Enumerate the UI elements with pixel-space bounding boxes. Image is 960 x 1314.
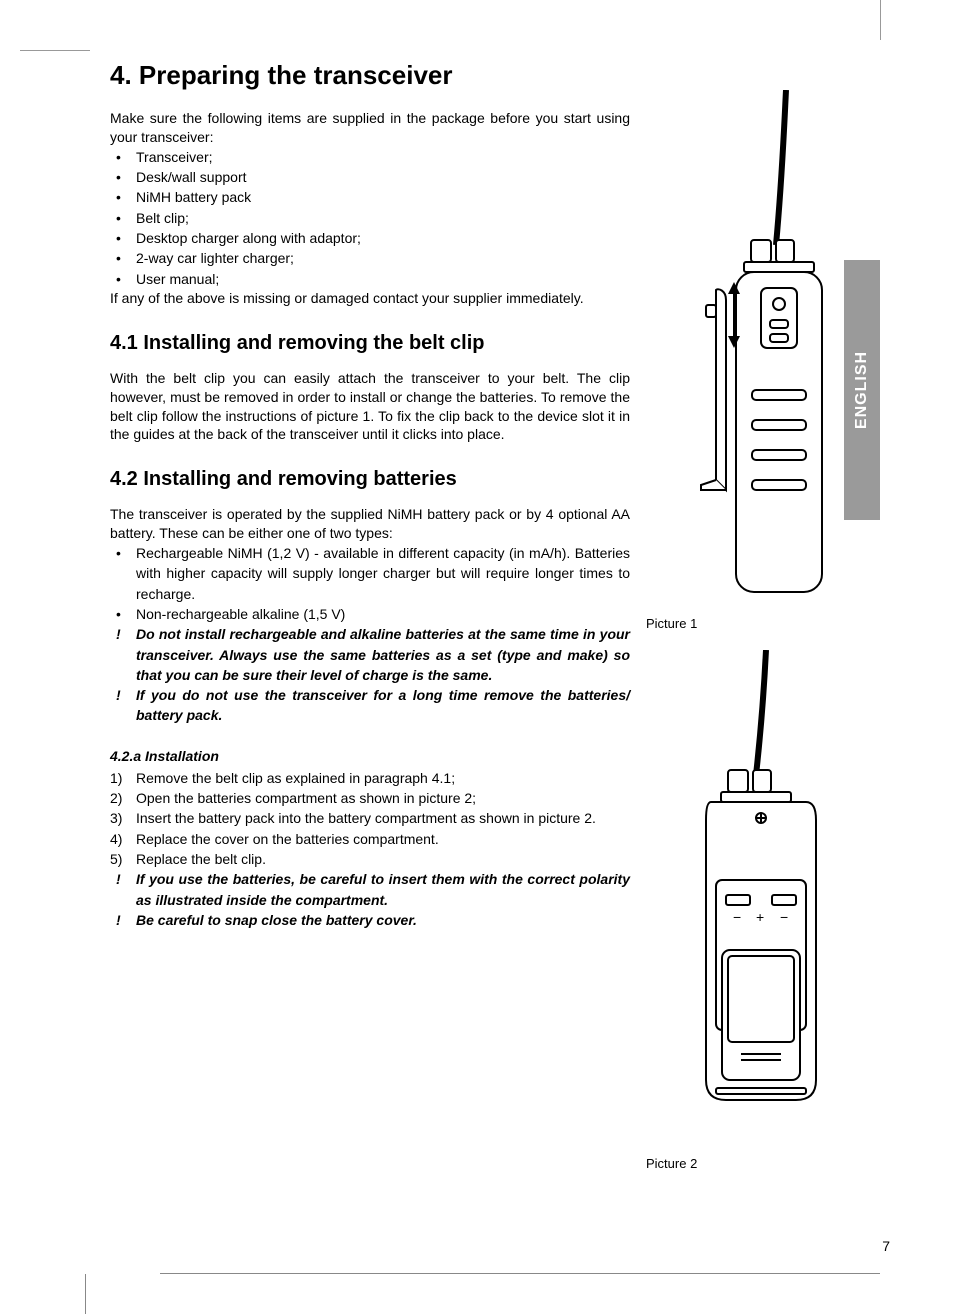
- heading-4-2-a: 4.2.a Installation: [110, 748, 630, 764]
- package-list: •Transceiver; •Desk/wall support •NiMH b…: [110, 147, 630, 289]
- list-item: •Desktop charger along with adaptor;: [110, 228, 630, 248]
- warning-item: !If you do not use the transceiver for a…: [110, 685, 630, 726]
- list-item: •Belt clip;: [110, 208, 630, 228]
- figure-2: − + − Picture 2: [656, 650, 836, 1171]
- transceiver-battery-icon: − + −: [656, 650, 836, 1150]
- figure-1-caption: Picture 1: [646, 616, 836, 631]
- list-item: •Desk/wall support: [110, 167, 630, 187]
- warning-item: !Do not install rechargeable and alkalin…: [110, 624, 630, 685]
- svg-text:−: −: [733, 909, 741, 925]
- step-item: 4)Replace the cover on the batteries com…: [110, 829, 630, 849]
- step-item: 2)Open the batteries compartment as show…: [110, 788, 630, 808]
- language-tab-label: ENGLISH: [853, 351, 871, 429]
- step-item: 5)Replace the belt clip.: [110, 849, 630, 869]
- figure-1: Picture 1: [656, 90, 836, 631]
- crop-mark: [85, 1274, 86, 1314]
- figure-2-caption: Picture 2: [646, 1156, 836, 1171]
- language-tab: ENGLISH: [844, 260, 880, 520]
- crop-mark: [20, 0, 90, 60]
- warnings-4-2-a: !If you use the batteries, be careful to…: [110, 869, 630, 930]
- intro-text: Make sure the following items are suppli…: [110, 109, 630, 147]
- step-item: 1)Remove the belt clip as explained in p…: [110, 768, 630, 788]
- paragraph-4-2-lead: The transceiver is operated by the suppl…: [110, 505, 630, 543]
- list-item: •User manual;: [110, 269, 630, 289]
- battery-types-list: •Rechargeable NiMH (1,2 V) - available i…: [110, 543, 630, 624]
- list-item: •Rechargeable NiMH (1,2 V) - available i…: [110, 543, 630, 604]
- transceiver-belt-clip-icon: [656, 90, 836, 610]
- heading-4-1: 4.1 Installing and removing the belt cli…: [110, 332, 630, 355]
- list-item: •2-way car lighter charger;: [110, 248, 630, 268]
- heading-4: 4. Preparing the transceiver: [110, 60, 630, 91]
- paragraph-4-1: With the belt clip you can easily attach…: [110, 369, 630, 445]
- missing-note: If any of the above is missing or damage…: [110, 289, 630, 308]
- svg-text:−: −: [780, 909, 788, 925]
- list-item: •Transceiver;: [110, 147, 630, 167]
- warning-item: !Be careful to snap close the battery co…: [110, 910, 630, 930]
- footer-rule: [160, 1273, 880, 1274]
- page-number: 7: [882, 1238, 890, 1254]
- install-steps: 1)Remove the belt clip as explained in p…: [110, 768, 630, 869]
- step-item: 3)Insert the battery pack into the batte…: [110, 808, 630, 828]
- warning-item: !If you use the batteries, be careful to…: [110, 869, 630, 910]
- warnings-4-2: !Do not install rechargeable and alkalin…: [110, 624, 630, 725]
- main-column: 4. Preparing the transceiver Make sure t…: [110, 60, 630, 930]
- list-item: •Non-rechargeable alkaline (1,5 V): [110, 604, 630, 624]
- page-content: 4. Preparing the transceiver Make sure t…: [110, 60, 880, 1260]
- list-item: •NiMH battery pack: [110, 187, 630, 207]
- crop-mark: [880, 0, 881, 40]
- heading-4-2: 4.2 Installing and removing batteries: [110, 468, 630, 491]
- svg-text:+: +: [756, 909, 764, 925]
